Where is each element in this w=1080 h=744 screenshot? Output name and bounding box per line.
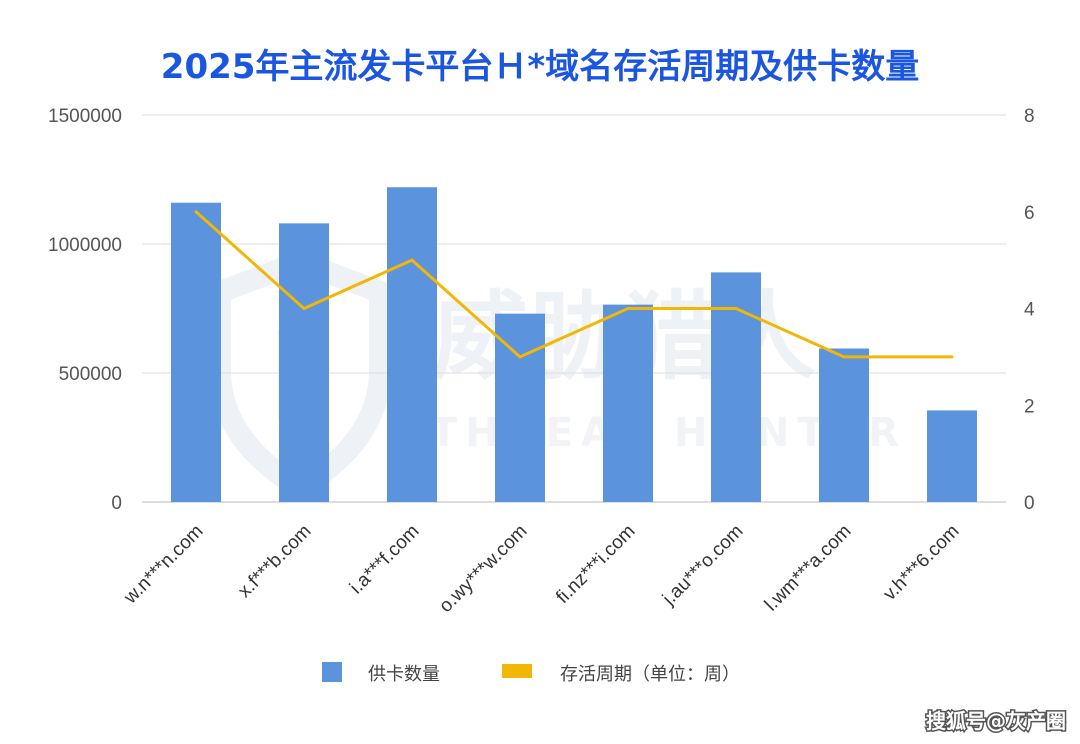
y-left-tick-label: 500000: [59, 364, 122, 385]
y-left-tick-label: 0: [111, 493, 122, 514]
x-tick-label: i.a***f.com: [346, 521, 424, 599]
x-axis-labels: w.n***n.com x.f***b.com i.a***f.com o.wy***…: [120, 521, 964, 617]
credit-watermark: 搜狐号@灰产圈: [926, 709, 1066, 733]
y-axis-right: 0 2 4 6 8: [1024, 106, 1035, 514]
y-right-tick-label: 2: [1024, 396, 1035, 417]
x-tick-label: j.au***o.com: [658, 521, 747, 610]
y-left-tick-label: 1000000: [48, 235, 122, 256]
y-right-tick-label: 4: [1024, 300, 1035, 321]
chart-title: 2025年主流发卡平台Ｈ*域名存活周期及供卡数量: [161, 47, 919, 87]
x-tick-label: x.f***b.com: [234, 521, 315, 602]
bar: [711, 272, 761, 502]
bar: [819, 348, 869, 502]
legend: 供卡数量 存活周期（单位：周）: [322, 662, 740, 685]
bar: [171, 202, 221, 502]
line-path: [194, 210, 952, 359]
bar: [603, 304, 653, 502]
legend-bar-swatch: [322, 662, 342, 682]
y-right-tick-label: 6: [1024, 203, 1035, 224]
line-series: [194, 210, 954, 359]
line-point: [194, 210, 198, 214]
legend-line-label: 存活周期（单位：周）: [560, 664, 740, 685]
x-tick-label: l.wm***a.com: [761, 521, 856, 616]
line-point: [518, 355, 522, 359]
line-point: [410, 258, 414, 262]
bar-series: [171, 187, 977, 503]
bar: [387, 187, 437, 503]
line-point: [950, 355, 954, 359]
legend-bar-label: 供卡数量: [368, 664, 440, 685]
legend-line-swatch: [502, 664, 532, 678]
bar: [927, 410, 977, 502]
line-point: [626, 307, 630, 310]
bar: [279, 223, 329, 503]
line-point: [302, 307, 306, 310]
x-tick-label: o.wy***w.com: [435, 521, 531, 617]
y-right-tick-label: 8: [1024, 106, 1035, 127]
x-tick-label: fi.nz***i.com: [552, 521, 639, 608]
bar: [495, 313, 545, 502]
line-point: [734, 307, 738, 310]
x-tick-label: w.n***n.com: [120, 521, 208, 609]
x-tick-label: v.h***6.com: [879, 521, 963, 605]
line-point: [842, 355, 846, 359]
y-left-tick-label: 1500000: [48, 106, 122, 127]
y-axis-left: 0 500000 1000000 1500000: [48, 106, 122, 514]
y-right-tick-label: 0: [1024, 493, 1035, 514]
